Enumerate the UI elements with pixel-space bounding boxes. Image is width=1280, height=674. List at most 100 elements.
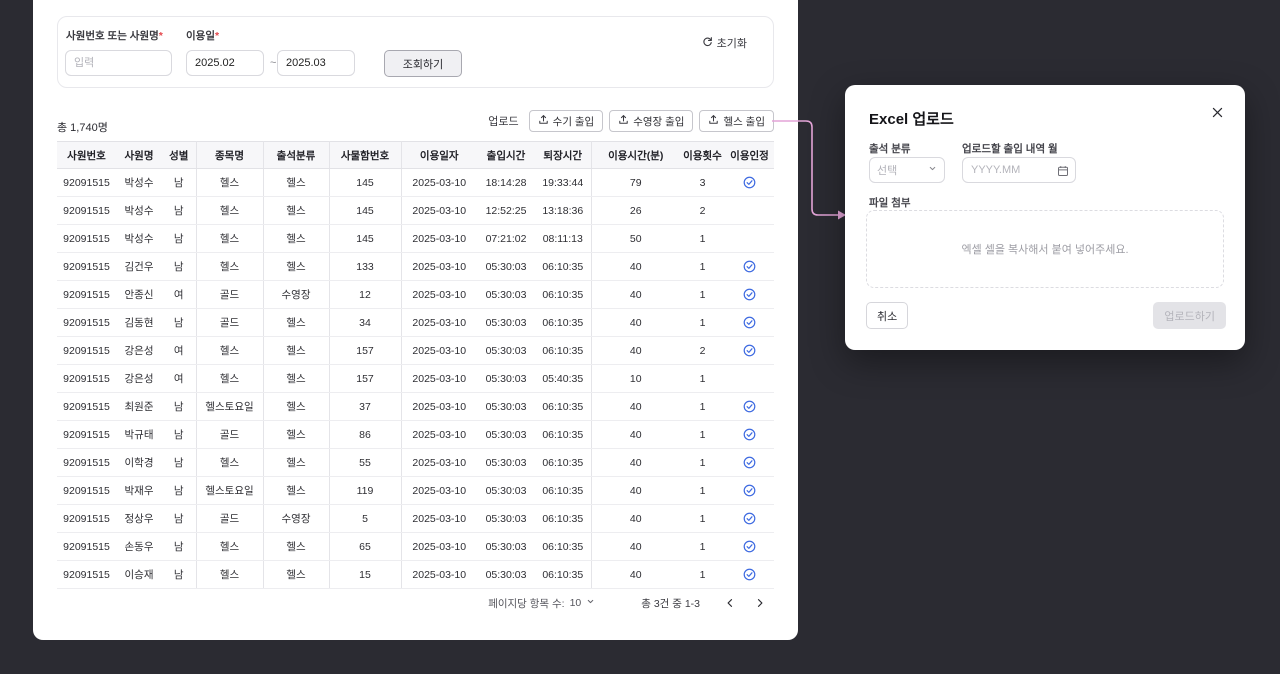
paste-hint-text: 엑셀 셀을 복사해서 붙여 넣어주세요.	[961, 244, 1129, 256]
table-cell: 1	[680, 476, 725, 505]
table-cell: 안종신	[116, 280, 162, 309]
table-cell: 손동우	[116, 532, 162, 561]
table-cell: 92091515	[57, 336, 116, 365]
upload-icon	[538, 114, 549, 128]
table-cell: 05:30:03	[477, 532, 535, 561]
table-cell: 06:10:35	[535, 504, 592, 533]
upload-submit-button[interactable]: 업로드하기	[1153, 302, 1226, 329]
cancel-button[interactable]: 취소	[866, 302, 909, 329]
table-cell: 05:30:03	[477, 448, 535, 477]
employee-search-input[interactable]	[65, 50, 172, 76]
search-filter-card: 사원번호 또는 사원명* 이용일* ~ 조회하기 초기화	[57, 16, 774, 88]
next-page-button[interactable]	[752, 595, 768, 611]
upload-icon	[708, 114, 719, 128]
refresh-icon	[702, 36, 713, 50]
approved-cell	[725, 560, 774, 589]
table-cell: 남	[162, 224, 197, 253]
excel-paste-area[interactable]: 엑셀 셀을 복사해서 붙여 넣어주세요.	[866, 210, 1224, 288]
table-cell: 헬스	[263, 308, 330, 337]
table-cell: 145	[329, 224, 402, 253]
column-header: 이용횟수	[680, 141, 725, 169]
column-header: 이용시간(분)	[591, 141, 680, 169]
table-cell: 골드	[196, 504, 264, 533]
table-cell: 86	[329, 420, 402, 449]
table-row: 92091515 박규태 남 골드 헬스 86 2025-03-10 05:30:03 06:1…	[57, 420, 774, 449]
table-cell: 92091515	[57, 476, 116, 505]
table-cell: 박성수	[116, 168, 162, 197]
table-cell: 06:10:35	[535, 532, 592, 561]
attendance-type-select[interactable]: 선택	[869, 157, 945, 183]
table-cell: 06:10:35	[535, 280, 592, 309]
table-cell: 헬스	[196, 196, 264, 225]
table-cell: 05:30:03	[477, 308, 535, 337]
upload-button-label: 헬스 출입	[723, 115, 765, 128]
table-cell: 40	[591, 280, 680, 309]
approved-cell	[725, 420, 774, 449]
table-cell: 05:30:03	[477, 504, 535, 533]
upload-group-label: 업로드	[488, 116, 519, 128]
column-header: 이용인정	[725, 141, 774, 169]
table-row: 92091515 강은성 여 헬스 헬스 157 2025-03-10 05:30:03 06:…	[57, 336, 774, 365]
table-cell: 92091515	[57, 364, 116, 393]
prev-page-button[interactable]	[722, 595, 738, 611]
table-cell: 헬스	[263, 392, 330, 421]
pool-entry-upload-button[interactable]: 수영장 출입	[609, 110, 694, 132]
date-from-input[interactable]	[186, 50, 264, 76]
table-cell: 헬스	[196, 448, 264, 477]
table-cell: 1	[680, 448, 725, 477]
approved-cell	[725, 308, 774, 337]
gym-entry-upload-button[interactable]: 헬스 출입	[699, 110, 774, 132]
table-row: 92091515 김동현 남 골드 헬스 34 2025-03-10 05:30:03 06:1…	[57, 308, 774, 337]
table-cell: 40	[591, 252, 680, 281]
table-cell: 남	[162, 392, 197, 421]
table-cell: 남	[162, 532, 197, 561]
table-cell: 여	[162, 280, 197, 309]
select-placeholder: 선택	[877, 165, 898, 177]
table-cell: 06:10:35	[535, 392, 592, 421]
chevron-down-icon	[586, 597, 595, 609]
total-count: 총 1,740명	[57, 122, 108, 134]
per-page-select[interactable]: 페이지당 항목 수: 10	[488, 596, 595, 611]
table-cell: 06:10:35	[535, 560, 592, 589]
table-cell: 여	[162, 336, 197, 365]
upload-icon	[618, 114, 629, 128]
table-cell: 06:10:35	[535, 476, 592, 505]
reset-button[interactable]: 초기화	[702, 35, 747, 51]
excel-upload-modal: Excel 업로드 출석 분류 선택 업로드할 출입 내역 월 파일 첨부 엑셀…	[845, 85, 1245, 350]
upload-button-label: 수기 출입	[552, 115, 595, 128]
table-cell: 1	[680, 308, 725, 337]
close-icon[interactable]	[1208, 103, 1227, 125]
table-cell: 1	[680, 560, 725, 589]
table-cell: 06:10:35	[535, 252, 592, 281]
table-header: 사원번호 사원명 성별 종목명 출석분류 사물함번호 이용일자 출입시간 퇴장시…	[57, 141, 774, 169]
search-button[interactable]: 조회하기	[384, 50, 462, 77]
approved-check-icon	[743, 512, 756, 525]
approved-cell	[725, 224, 774, 253]
modal-title: Excel 업로드	[869, 111, 954, 128]
table-cell: 92091515	[57, 168, 116, 197]
table-cell: 헬스	[263, 476, 330, 505]
table-cell: 2025-03-10	[401, 476, 477, 505]
upload-month-input[interactable]	[962, 157, 1076, 183]
approved-check-icon	[743, 484, 756, 497]
table-cell: 3	[680, 168, 725, 197]
table-cell: 2025-03-10	[401, 392, 477, 421]
upload-button-group: 업로드 수기 출입 수영장 출입 헬스 출입	[488, 110, 774, 132]
table-cell: 이승재	[116, 560, 162, 589]
table-cell: 05:30:03	[477, 476, 535, 505]
table-cell: 2025-03-10	[401, 196, 477, 225]
table-cell: 05:30:03	[477, 364, 535, 393]
table-row: 92091515 박성수 남 헬스 헬스 145 2025-03-10 12:52:25 13:…	[57, 196, 774, 225]
date-to-input[interactable]	[277, 50, 355, 76]
table-cell: 5	[329, 504, 402, 533]
table-row: 92091515 박성수 남 헬스 헬스 145 2025-03-10 07:21:02 08:…	[57, 224, 774, 253]
table-cell: 2	[680, 336, 725, 365]
table-cell: 92091515	[57, 252, 116, 281]
pagination-bar: 페이지당 항목 수: 10 총 3건 중 1-3	[488, 595, 768, 611]
approved-cell	[725, 168, 774, 197]
approved-cell	[725, 364, 774, 393]
manual-entry-upload-button[interactable]: 수기 출입	[528, 110, 604, 132]
column-header: 이용일자	[401, 141, 477, 169]
approved-cell	[725, 504, 774, 533]
column-header: 사원번호	[57, 141, 116, 169]
